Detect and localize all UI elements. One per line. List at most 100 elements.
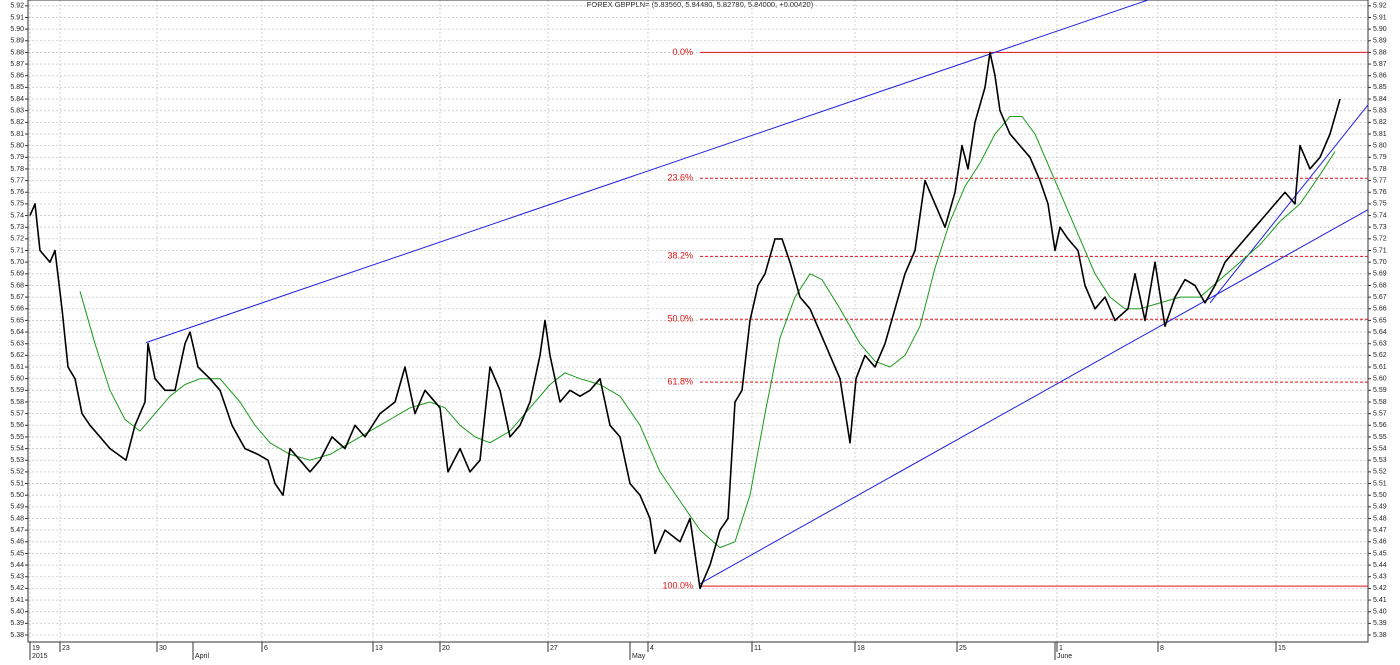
y-tick-label: 5.63 — [10, 341, 24, 348]
y-tick-label: 5.82 — [10, 119, 24, 126]
y-tick-label: 5.81 — [10, 131, 24, 138]
y2-tick-label: 5.39 — [1373, 620, 1387, 627]
y2-tick-label: 5.92 — [1373, 3, 1387, 10]
period-label: 2015 — [32, 653, 48, 660]
y2-tick-label: 5.67 — [1373, 294, 1387, 301]
y-tick-label: 5.46 — [10, 539, 24, 546]
y-tick-label: 5.67 — [10, 294, 24, 301]
y-tick-label: 5.39 — [10, 620, 24, 627]
x-tick-label: 18 — [857, 645, 865, 652]
y-tick-label: 5.61 — [10, 364, 24, 371]
x-tick-label: 30 — [159, 645, 167, 652]
y-tick-label: 5.87 — [10, 61, 24, 68]
y2-tick-label: 5.86 — [1373, 73, 1387, 80]
y2-tick-label: 5.83 — [1373, 108, 1387, 115]
y2-tick-label: 5.50 — [1373, 492, 1387, 499]
y2-tick-label: 5.70 — [1373, 259, 1387, 266]
y-tick-label: 5.72 — [10, 236, 24, 243]
y2-tick-label: 5.62 — [1373, 352, 1387, 359]
y-tick-label: 5.50 — [10, 492, 24, 499]
y-tick-label: 5.52 — [10, 469, 24, 476]
y2-tick-label: 5.84 — [1373, 96, 1387, 103]
y2-tick-label: 5.79 — [1373, 154, 1387, 161]
y2-tick-label: 5.63 — [1373, 341, 1387, 348]
y-tick-label: 5.59 — [10, 387, 24, 394]
y-tick-label: 5.77 — [10, 177, 24, 184]
y2-tick-label: 5.58 — [1373, 399, 1387, 406]
y2-tick-label: 5.40 — [1373, 609, 1387, 616]
x-tick-label: 6 — [264, 645, 268, 652]
y2-tick-label: 5.72 — [1373, 236, 1387, 243]
period-label: June — [1057, 653, 1072, 660]
x-tick-label: 19 — [32, 645, 40, 652]
y-tick-label: 5.56 — [10, 422, 24, 429]
y-tick-label: 5.47 — [10, 527, 24, 534]
y2-tick-label: 5.53 — [1373, 457, 1387, 464]
y2-tick-label: 5.55 — [1373, 434, 1387, 441]
period-label: May — [632, 653, 646, 660]
y2-tick-label: 5.46 — [1373, 539, 1387, 546]
y-tick-label: 5.45 — [10, 550, 24, 557]
y-tick-label: 5.80 — [10, 142, 24, 149]
y2-tick-label: 5.85 — [1373, 84, 1387, 91]
y-tick-label: 5.68 — [10, 282, 24, 289]
y2-tick-label: 5.78 — [1373, 166, 1387, 173]
y2-tick-label: 5.71 — [1373, 247, 1387, 254]
y2-tick-label: 5.56 — [1373, 422, 1387, 429]
x-tick-label: 13 — [375, 645, 383, 652]
y2-tick-label: 5.59 — [1373, 387, 1387, 394]
y-tick-label: 5.57 — [10, 410, 24, 417]
y-tick-label: 5.49 — [10, 504, 24, 511]
y2-tick-label: 5.57 — [1373, 410, 1387, 417]
moving-average — [79, 116, 1336, 549]
y-tick-label: 5.75 — [10, 201, 24, 208]
x-tick-label: 25 — [959, 645, 967, 652]
y-tick-label: 5.43 — [10, 574, 24, 581]
y-tick-label: 5.40 — [10, 609, 24, 616]
y-tick-label: 5.74 — [10, 212, 24, 219]
y2-tick-label: 5.45 — [1373, 550, 1387, 557]
y2-tick-label: 5.74 — [1373, 212, 1387, 219]
y2-tick-label: 5.65 — [1373, 317, 1387, 324]
y-tick-label: 5.78 — [10, 166, 24, 173]
y-tick-label: 5.83 — [10, 108, 24, 115]
y2-tick-label: 5.52 — [1373, 469, 1387, 476]
trend-line — [145, 0, 1149, 344]
y2-tick-label: 5.88 — [1373, 49, 1387, 56]
y2-tick-label: 5.44 — [1373, 562, 1387, 569]
x-tick-label: 1 — [1059, 645, 1063, 652]
y2-tick-label: 5.61 — [1373, 364, 1387, 371]
x-tick-label: 23 — [62, 645, 70, 652]
period-label: April — [195, 653, 209, 660]
y-tick-label: 5.76 — [10, 189, 24, 196]
y-tick-label: 5.53 — [10, 457, 24, 464]
y2-tick-label: 5.54 — [1373, 445, 1387, 452]
y-tick-label: 5.92 — [10, 3, 24, 10]
y2-tick-label: 5.80 — [1373, 142, 1387, 149]
fib-label: 0.0% — [672, 47, 693, 57]
fib-label: 23.6% — [667, 173, 693, 183]
y-tick-label: 5.41 — [10, 597, 24, 604]
trend-line — [1209, 104, 1369, 304]
y2-tick-label: 5.68 — [1373, 282, 1387, 289]
y-tick-label: 5.84 — [10, 96, 24, 103]
y-tick-label: 5.86 — [10, 73, 24, 80]
y2-tick-label: 5.38 — [1373, 632, 1387, 639]
y2-tick-label: 5.89 — [1373, 38, 1387, 45]
x-tick-label: 4 — [650, 645, 654, 652]
x-tick-label: 11 — [754, 645, 761, 652]
y-tick-label: 5.69 — [10, 271, 24, 278]
y-tick-label: 5.64 — [10, 329, 24, 336]
x-tick-label: 20 — [442, 645, 450, 652]
x-tick-label: 15 — [1278, 645, 1286, 652]
y-tick-label: 5.44 — [10, 562, 24, 569]
y-tick-label: 5.51 — [10, 480, 24, 487]
fib-label: 100.0% — [662, 580, 693, 590]
y-tick-label: 5.89 — [10, 38, 24, 45]
y-tick-label: 5.73 — [10, 224, 24, 231]
fib-label: 50.0% — [667, 314, 693, 324]
y2-tick-label: 5.76 — [1373, 189, 1387, 196]
y-tick-label: 5.55 — [10, 434, 24, 441]
